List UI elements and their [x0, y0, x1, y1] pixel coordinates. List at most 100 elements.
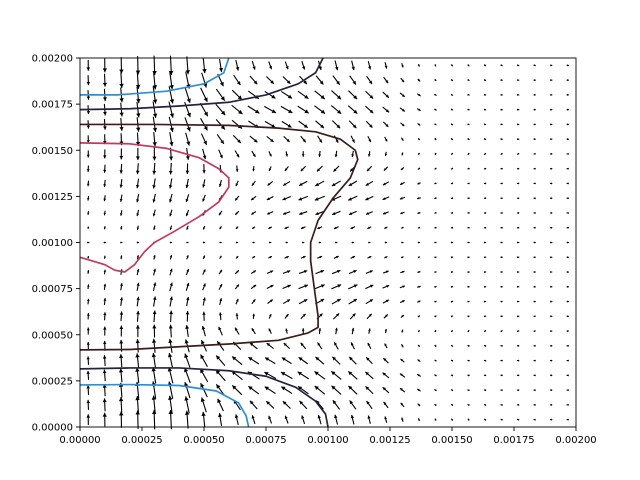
- quiver-arrow: [533, 285, 536, 288]
- quiver-arrow: [185, 194, 190, 203]
- y-tick-label: 0.00000: [32, 423, 73, 434]
- quiver-arrow: [566, 138, 569, 141]
- quiver-arrow: [153, 268, 156, 276]
- quiver-arrow: [299, 400, 308, 410]
- quiver-arrow: [417, 241, 421, 244]
- quiver-arrow: [281, 90, 293, 99]
- quiver-arrow: [516, 359, 520, 362]
- quiver-arrow: [135, 339, 140, 353]
- quiver-arrow: [136, 225, 140, 230]
- quiver-arrow: [533, 211, 536, 214]
- quiver-arrow: [235, 60, 240, 71]
- x-tick-label: 0.00175: [493, 435, 534, 446]
- quiver-arrow: [517, 256, 520, 259]
- quiver-arrow: [298, 270, 308, 274]
- quiver-arrow: [483, 418, 487, 421]
- quiver-arrow: [434, 315, 437, 318]
- quiver-arrow: [450, 211, 454, 214]
- quiver-arrow: [235, 298, 239, 305]
- quiver-arrow: [566, 418, 569, 421]
- quiver-arrow: [235, 313, 239, 320]
- quiver-arrow: [120, 241, 123, 244]
- quiver-arrow: [348, 180, 358, 187]
- quiver-arrow: [118, 368, 124, 383]
- quiver-arrow: [251, 298, 256, 305]
- quiver-arrow: [434, 300, 437, 303]
- quiver-arrow: [483, 359, 487, 362]
- quiver-arrow: [500, 211, 503, 214]
- quiver-arrow: [517, 315, 520, 318]
- quiver-arrow: [102, 412, 107, 427]
- quiver-arrow: [467, 241, 470, 244]
- quiver-arrow: [119, 210, 123, 216]
- quiver-arrow: [268, 151, 272, 157]
- quiver-arrow: [517, 374, 520, 377]
- quiver-arrow: [533, 182, 536, 185]
- quiver-arrow: [251, 415, 256, 425]
- quiver-arrow: [483, 167, 487, 170]
- quiver-arrow: [483, 79, 487, 81]
- quiver-arrow: [434, 285, 437, 288]
- quiver-arrow: [218, 413, 223, 427]
- quiver-arrow: [365, 105, 374, 114]
- quiver-arrow: [517, 271, 520, 274]
- quiver-arrow: [399, 387, 406, 393]
- quiver-arrow: [264, 357, 276, 365]
- quiver-arrow: [483, 271, 487, 274]
- quiver-arrow: [550, 123, 553, 126]
- quiver-arrow: [383, 76, 389, 84]
- quiver-arrow: [483, 241, 487, 244]
- quiver-arrow: [119, 179, 123, 188]
- quiver-arrow: [365, 298, 374, 305]
- quiver-arrow: [314, 371, 326, 380]
- quiver-arrow: [86, 385, 90, 395]
- quiver-arrow: [86, 60, 91, 71]
- quiver-arrow: [366, 313, 373, 320]
- quiver-arrow: [251, 180, 256, 187]
- quiver-arrow: [483, 285, 487, 288]
- quiver-arrow: [235, 180, 239, 187]
- quiver-arrow: [268, 313, 272, 319]
- quiver-arrow: [169, 225, 173, 231]
- quiver-arrow: [86, 356, 90, 365]
- quiver-arrow: [151, 367, 157, 384]
- quiver-arrow: [483, 123, 487, 126]
- quiver-arrow: [317, 226, 323, 230]
- quiver-arrow: [533, 64, 536, 67]
- quiver-arrow: [418, 152, 421, 156]
- quiver-arrow: [281, 386, 293, 395]
- quiver-arrow: [450, 403, 454, 407]
- quiver-arrow: [284, 166, 289, 172]
- quiver-arrow: [265, 76, 275, 85]
- quiver-arrow: [382, 270, 389, 274]
- quiver-arrow: [234, 210, 240, 216]
- quiver-arrow: [135, 324, 140, 338]
- quiver-arrow: [297, 105, 310, 114]
- quiver-arrow: [315, 356, 325, 365]
- quiver-arrow: [218, 283, 223, 290]
- quiver-arrow: [434, 271, 437, 274]
- quiver-arrow: [533, 93, 536, 96]
- quiver-arrow: [550, 182, 553, 185]
- quiver-arrow: [483, 315, 487, 318]
- quiver-arrow: [500, 64, 503, 67]
- quiver-arrow: [450, 123, 454, 126]
- quiver-arrow: [118, 397, 124, 413]
- quiver-arrow: [169, 55, 174, 76]
- quiver-arrow: [550, 138, 553, 141]
- quiver-arrow: [86, 135, 90, 144]
- quiver-arrow: [500, 79, 503, 82]
- quiver-arrow: [348, 210, 357, 216]
- quiver-arrow: [200, 397, 207, 413]
- quiver-arrow: [331, 298, 341, 305]
- quiver-arrow: [268, 226, 273, 230]
- quiver-arrow: [331, 269, 341, 275]
- quiver-arrow: [467, 329, 470, 333]
- quiver-arrow: [533, 344, 536, 347]
- quiver-arrow: [87, 195, 90, 201]
- quiver-arrow: [533, 315, 536, 318]
- quiver-arrow: [249, 400, 258, 410]
- quiver-arrow: [231, 89, 243, 101]
- quiver-arrow: [331, 90, 342, 100]
- quiver-arrow: [351, 241, 354, 244]
